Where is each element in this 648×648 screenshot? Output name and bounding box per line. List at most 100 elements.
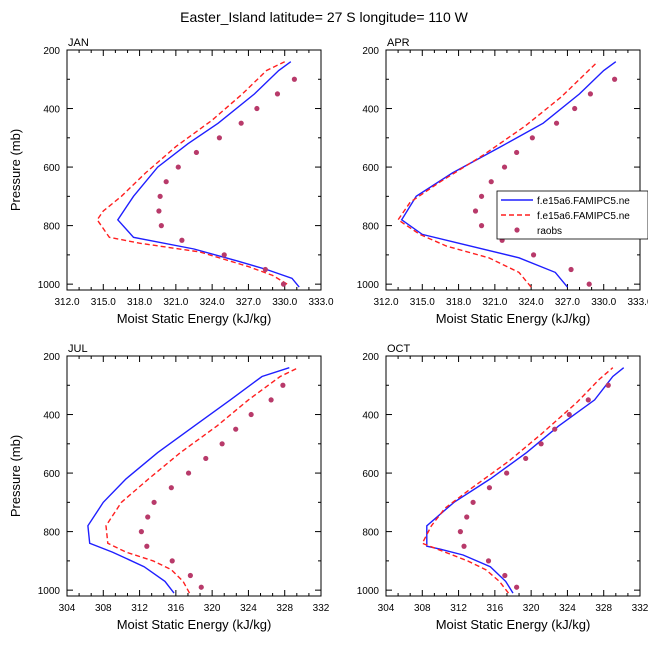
- x-tick-label: 318.0: [446, 297, 471, 308]
- data-series: [397, 61, 618, 288]
- raobs-point: [233, 426, 239, 432]
- raobs-point: [291, 76, 297, 82]
- x-tick-label: 308: [414, 603, 431, 614]
- raobs-point: [145, 514, 151, 520]
- raobs-point: [268, 397, 274, 403]
- raobs-point: [488, 179, 494, 185]
- raobs-point: [280, 382, 286, 388]
- panel-label: OCT: [387, 343, 411, 355]
- raobs-point: [187, 572, 193, 579]
- y-tick-label: 1000: [38, 586, 61, 597]
- panel-apr: 312.0 315.0 318.0 321.0 324.0 327.0 330.0 333.0…: [357, 37, 648, 326]
- x-tick-label: 324: [240, 603, 257, 614]
- x-tick-label: 312: [131, 603, 148, 614]
- raobs-point: [566, 411, 572, 418]
- y-tick-label: 400: [362, 105, 379, 116]
- y-tick-label: 800: [362, 528, 379, 539]
- raobs-point: [486, 485, 493, 491]
- raobs-point: [529, 135, 535, 141]
- y-tick-label: 800: [43, 222, 60, 233]
- raobs-point: [238, 120, 244, 126]
- panel-jul: 304 308 312 316 320 324 328 332 200 400 600 800 1000…: [8, 343, 330, 632]
- x-tick-label: 320: [523, 603, 540, 614]
- raobs-point: [553, 120, 560, 126]
- x-tick-label: 324.0: [519, 297, 544, 308]
- y-axis-label: Pressure (mb): [8, 435, 23, 517]
- plot-frame: [66, 49, 322, 291]
- raobs-point: [585, 397, 591, 403]
- raobs-point: [169, 558, 175, 564]
- raobs-point: [504, 470, 510, 476]
- x-tick-label: 330.0: [591, 297, 616, 308]
- raobs-point: [254, 105, 260, 112]
- model-line-dashed: [105, 367, 299, 594]
- x-axis-label: Moist Static Energy (kJ/kg): [117, 311, 272, 326]
- raobs-point: [605, 382, 611, 388]
- raobs-point: [464, 514, 470, 520]
- panel-jan: 312.0 315.0 318.0 321.0 324.0 327.0 330.0 333.0…: [8, 37, 334, 326]
- raobs-point: [586, 281, 592, 287]
- raobs-point: [461, 543, 467, 549]
- panel-label: APR: [387, 37, 410, 49]
- x-tick-label: 312.0: [373, 297, 398, 308]
- raobs-point: [530, 252, 537, 258]
- raobs-point: [144, 543, 150, 549]
- y-tick-label: 400: [362, 411, 379, 422]
- raobs-point: [151, 499, 157, 505]
- plot-frame: [385, 355, 641, 597]
- raobs-point: [185, 470, 192, 476]
- panel-oct: 304 308 312 316 320 324 328 332 200 400 600 800 1000…: [357, 343, 648, 632]
- raobs-point: [138, 529, 144, 535]
- x-tick-label: 308: [95, 603, 112, 614]
- raobs-point: [612, 76, 618, 82]
- raobs-point: [163, 179, 169, 185]
- y-tick-label: 200: [362, 46, 379, 57]
- figure-title: Easter_Island latitude= 27 S longitude= …: [180, 9, 468, 25]
- x-tick-label: 315.0: [91, 297, 116, 308]
- x-tick-label: 304: [378, 603, 395, 614]
- raobs-point: [219, 441, 225, 447]
- x-tick-label: 330.0: [272, 297, 297, 308]
- plot-frame: [385, 49, 641, 291]
- plot-frame: [66, 355, 322, 597]
- y-tick-label: 1000: [357, 280, 380, 291]
- y-tick-label: 600: [362, 469, 379, 480]
- raobs-point: [470, 499, 476, 505]
- y-tick-label: 600: [43, 469, 60, 480]
- raobs-point: [587, 91, 594, 97]
- raobs-point: [280, 281, 287, 287]
- raobs-point: [203, 455, 209, 462]
- x-tick-label: 332: [632, 603, 648, 614]
- x-tick-label: 315.0: [410, 297, 435, 308]
- panel-label: JAN: [68, 37, 89, 49]
- raobs-point: [457, 529, 463, 535]
- y-tick-label: 1000: [38, 280, 61, 291]
- x-tick-label: 321.0: [482, 297, 507, 308]
- y-tick-label: 200: [43, 46, 60, 57]
- raobs-point: [198, 584, 204, 590]
- raobs-point: [193, 149, 200, 156]
- legend: f.e15a6.FAMIPC5.ne f.e15a6.FAMIPC5.ne raob…: [496, 190, 648, 240]
- raobs-point: [221, 252, 227, 258]
- x-tick-label: 327.0: [236, 297, 261, 308]
- data-series: [87, 367, 299, 594]
- x-tick-label: 312.0: [54, 297, 79, 308]
- panel-label: JUL: [68, 343, 88, 355]
- raobs-point: [572, 105, 578, 112]
- raobs-point: [168, 485, 174, 491]
- raobs-point: [274, 91, 281, 97]
- x-axis-label: Moist Static Energy (kJ/kg): [436, 311, 591, 326]
- x-tick-label: 328: [595, 603, 612, 614]
- legend-label: f.e15a6.FAMIPC5.ne: [537, 211, 630, 222]
- legend-label: raobs: [537, 226, 562, 237]
- data-series: [96, 61, 300, 288]
- y-tick-label: 400: [43, 411, 60, 422]
- x-tick-label: 333.0: [627, 297, 648, 308]
- raobs-point: [478, 193, 485, 199]
- legend-marker-dot: [514, 227, 520, 233]
- raobs-point: [175, 164, 181, 170]
- raobs-point: [262, 266, 268, 273]
- raobs-point: [568, 266, 574, 273]
- x-tick-label: 324.0: [200, 297, 225, 308]
